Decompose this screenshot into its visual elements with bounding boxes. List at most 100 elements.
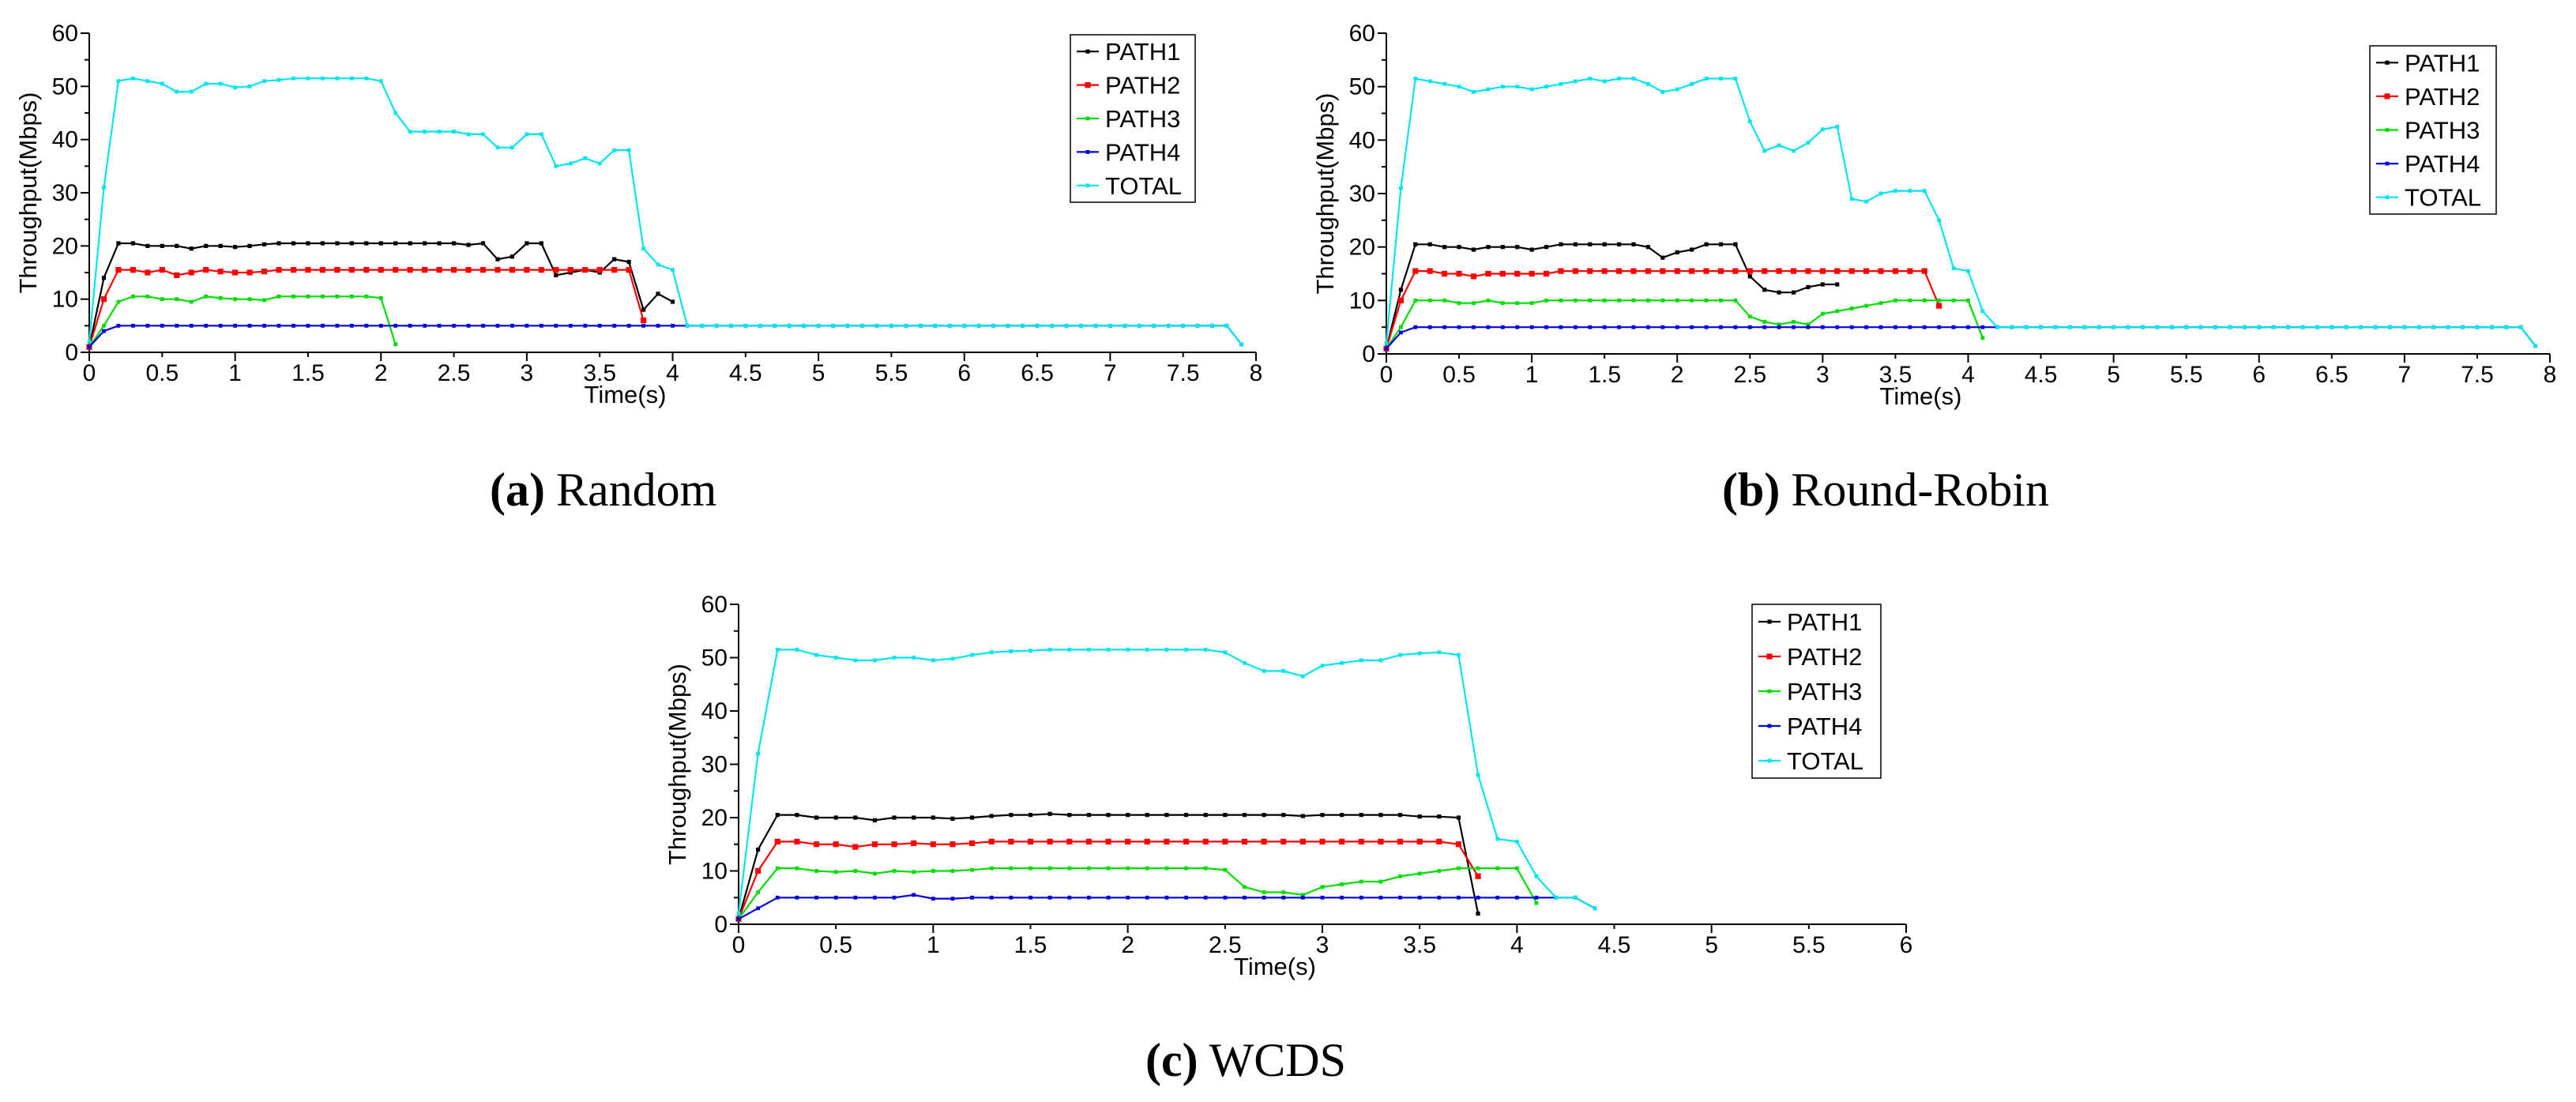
data-point-path1 <box>1559 242 1563 246</box>
data-point-path1 <box>892 815 897 820</box>
data-point-total <box>495 145 500 150</box>
data-point-path4 <box>1223 895 1228 900</box>
data-point-total <box>1777 143 1781 148</box>
data-point-path4 <box>1472 325 1476 329</box>
data-point-path1 <box>1340 813 1344 818</box>
data-point-total <box>2402 325 2407 329</box>
data-point-total <box>795 647 799 652</box>
y-tick-label: 0 <box>1362 341 1375 367</box>
data-point-total <box>816 323 821 328</box>
data-point-total <box>1378 658 1383 663</box>
data-point-path4 <box>276 323 281 328</box>
data-point-path4 <box>160 323 164 328</box>
legend-label: PATH3 <box>1787 678 1862 705</box>
data-point-total <box>1166 323 1171 328</box>
data-point-path1 <box>1806 284 1811 290</box>
data-point-path1 <box>335 241 340 246</box>
data-point-path1 <box>423 241 427 246</box>
data-point-path3 <box>1413 298 1418 303</box>
data-point-path2 <box>950 841 956 848</box>
data-point-path4 <box>583 323 588 328</box>
data-point-path1 <box>1471 247 1476 252</box>
data-point-path2 <box>1241 838 1248 844</box>
data-point-total <box>773 323 777 328</box>
legend-marker-path3 <box>1085 116 1090 121</box>
data-point-path1 <box>1733 242 1738 246</box>
data-point-path3 <box>262 298 266 303</box>
caption-name: WCDS <box>1209 1034 1346 1086</box>
data-point-path1 <box>525 241 529 246</box>
y-tick-label: 0 <box>714 912 728 938</box>
data-point-path4 <box>989 895 994 900</box>
data-point-path4 <box>1559 325 1563 329</box>
data-point-total <box>889 323 893 328</box>
data-point-total <box>758 323 762 328</box>
data-point-path3 <box>1534 901 1539 905</box>
data-point-path4 <box>1980 325 1985 329</box>
data-point-path3 <box>160 297 164 302</box>
data-point-path2 <box>596 267 603 273</box>
data-point-path1 <box>145 243 150 248</box>
data-point-total <box>1021 323 1025 328</box>
x-tick-label: 4 <box>666 360 679 386</box>
data-point-path3 <box>1145 866 1149 871</box>
data-point-path3 <box>989 866 994 871</box>
data-point-path1 <box>261 242 267 246</box>
data-point-path1 <box>853 815 858 820</box>
data-point-total <box>700 323 704 328</box>
data-point-path1 <box>349 241 354 246</box>
data-point-path1 <box>233 245 238 250</box>
data-point-path2 <box>1616 268 1623 274</box>
data-point-path3 <box>1495 866 1500 871</box>
data-point-path4 <box>1820 325 1825 329</box>
data-point-path1 <box>1820 282 1825 287</box>
legend-label: TOTAL <box>1787 747 1863 775</box>
data-point-total <box>1195 323 1200 328</box>
data-point-total <box>1281 668 1286 673</box>
data-point-total <box>2257 325 2262 329</box>
data-point-total <box>1359 658 1363 663</box>
data-point-total <box>2169 325 2174 329</box>
x-tick-label: 4.5 <box>1598 932 1631 958</box>
x-tick-label: 2.5 <box>1209 932 1242 958</box>
data-point-total <box>2388 325 2392 329</box>
data-point-path1 <box>1164 813 1169 818</box>
data-point-path1 <box>1417 814 1422 819</box>
data-point-path4 <box>1384 346 1389 351</box>
data-point-total <box>2155 325 2160 329</box>
data-point-total <box>2344 325 2348 329</box>
data-point-total <box>1820 127 1825 132</box>
data-point-path1 <box>1456 815 1461 820</box>
data-point-path4 <box>1704 325 1709 329</box>
data-point-path1 <box>175 243 179 248</box>
data-point-path1 <box>1442 245 1447 250</box>
x-tick-label: 3 <box>521 360 534 386</box>
data-point-path4 <box>116 323 121 328</box>
data-point-path3 <box>756 890 761 894</box>
data-point-path4 <box>306 323 310 328</box>
data-point-path4 <box>452 323 456 328</box>
data-point-path3 <box>950 869 955 873</box>
data-point-path1 <box>437 241 442 246</box>
data-point-path1 <box>795 813 799 818</box>
data-point-path2 <box>1645 268 1652 274</box>
x-tick-label: 6 <box>2252 362 2266 388</box>
data-point-path1 <box>1320 813 1325 818</box>
data-point-path2 <box>1776 268 1782 274</box>
data-point-path1 <box>1704 242 1709 246</box>
data-point-path2 <box>1790 268 1797 274</box>
data-point-total <box>1152 323 1156 328</box>
data-point-path4 <box>1777 325 1781 329</box>
data-point-total <box>626 148 631 152</box>
data-point-path2 <box>479 267 487 273</box>
data-point-path4 <box>1500 325 1505 329</box>
data-point-path4 <box>291 323 295 328</box>
data-point-path2 <box>1144 838 1150 844</box>
data-point-total <box>1675 87 1679 92</box>
data-point-path1 <box>1262 813 1266 818</box>
data-point-path3 <box>1047 866 1052 871</box>
data-point-path3 <box>775 866 780 871</box>
data-point-path3 <box>1472 301 1476 306</box>
data-point-total <box>1908 189 1912 194</box>
data-point-total <box>306 76 310 81</box>
